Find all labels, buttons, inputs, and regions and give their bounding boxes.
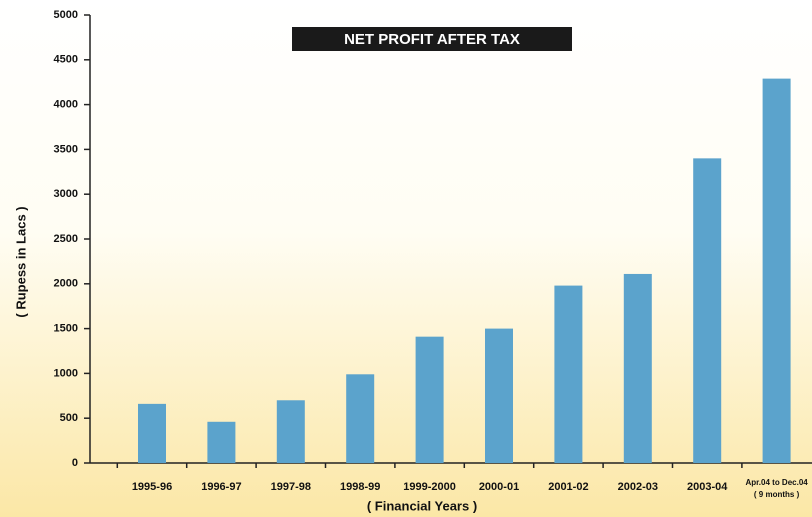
- bar: [138, 403, 166, 463]
- y-tick-label: 2000: [54, 278, 78, 290]
- y-tick-label: 3500: [54, 143, 78, 155]
- y-tick-label: 4000: [54, 99, 78, 111]
- x-tick-label: 1999-2000: [403, 481, 456, 493]
- bar: [762, 78, 791, 463]
- x-tick-label: 2000-01: [479, 481, 519, 493]
- bar: [623, 273, 652, 463]
- bar: [207, 421, 236, 463]
- bar: [693, 158, 722, 464]
- y-tick-label: 4500: [54, 54, 78, 66]
- y-tick-label: 2500: [54, 233, 78, 245]
- y-tick-label: 500: [60, 412, 78, 424]
- y-axis-label: ( Rupess in Lacs ): [13, 206, 28, 317]
- x-tick-label: 1995-96: [132, 481, 172, 493]
- y-tick-label: 0: [72, 457, 78, 469]
- x-tick-label: 1998-99: [340, 481, 380, 493]
- title-box: [292, 27, 572, 51]
- y-tick-label: 5000: [54, 9, 78, 21]
- bar: [346, 374, 375, 463]
- chart-title: NET PROFIT AFTER TAX: [344, 31, 520, 48]
- x-tick-label: 2001-02: [548, 481, 588, 493]
- y-tick-label: 3000: [54, 188, 78, 200]
- y-tick-label: 1000: [54, 367, 78, 379]
- bar: [276, 400, 305, 463]
- x-tick-label: 1996-97: [201, 481, 241, 493]
- y-tick-label: 1500: [54, 323, 78, 335]
- bar: [485, 328, 513, 463]
- x-axis-label: ( Financial Years ): [367, 498, 477, 513]
- bar: [554, 285, 583, 463]
- x-tick-label: 2002-03: [618, 481, 658, 493]
- x-tick-label: 1997-98: [271, 481, 311, 493]
- bar: [415, 336, 444, 463]
- x-tick-label: Apr.04 to Dec.04( 9 months ): [745, 478, 808, 499]
- x-tick-label: 2003-04: [687, 481, 728, 493]
